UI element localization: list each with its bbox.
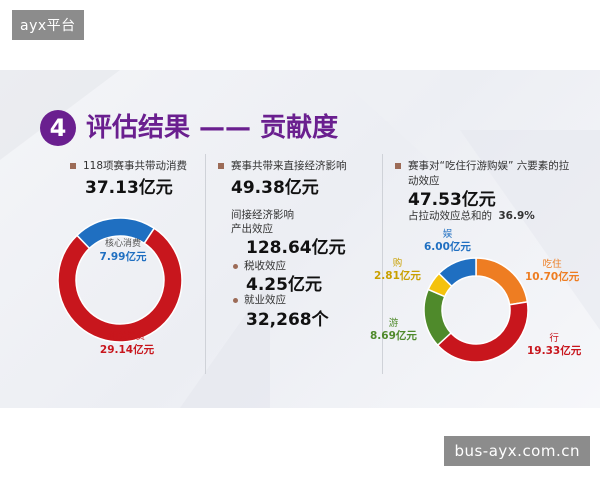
column-divider [205,154,206,374]
six-elements-total: 47.53亿元 [408,190,496,210]
direct-impact-value: 49.38亿元 [231,178,319,198]
share-value: 36.9% [498,210,535,222]
share-text: 占拉动效应总和的 [408,210,492,222]
label-shop: 购 2.81亿元 [374,257,421,283]
label-tour: 游 8.69亿元 [370,317,417,343]
direct-impact-bullet: 赛事共带来直接经济影响 [218,159,347,173]
bg-triangle [330,70,440,170]
section-number: 4 [40,110,76,146]
watermark-top: ayx平台 [12,10,84,40]
label-travel: 行 19.33亿元 [527,332,581,358]
six-elements-bullet: 赛事对“吃住行游购娱” 六要素的拉 [395,159,569,173]
six-elements-donut [423,257,529,363]
output-effect-label: 产出效应 [231,223,273,235]
related-consumption-label: 相关消费 29.14亿元 [92,330,162,357]
label-entertain: 娱 6.00亿元 [424,228,471,254]
six-elements-slice-2 [423,288,453,347]
consumption-total: 37.13亿元 [85,178,173,198]
label-shop-value: 2.81亿元 [374,270,421,282]
label-eat-stay-name: 吃住 [542,259,562,270]
core-consumption-label: 核心消费 7.99亿元 [98,237,148,264]
slide: 4 评估结果 —— 贡献度 118项赛事共带动消费 37.13亿元 核心消费 7… [0,70,600,408]
six-elements-bullet-line2: 动效应 [408,175,440,187]
label-travel-name: 行 [549,333,559,344]
page-title: 评估结果 —— 贡献度 [86,113,339,143]
job-effect-label: 就业效应 [233,292,286,307]
core-consumption-value: 7.99亿元 [99,251,147,263]
consumption-bullet: 118项赛事共带动消费 [70,159,187,173]
label-entertain-name: 娱 [442,229,453,240]
label-eat-stay: 吃住 10.70亿元 [525,258,579,284]
label-eat-stay-value: 10.70亿元 [525,271,580,283]
six-elements-slice-0 [475,257,529,306]
output-effect-value: 128.64亿元 [246,238,346,258]
related-consumption-name: 相关消费 [108,332,145,342]
label-shop-name: 购 [392,258,403,269]
label-tour-name: 游 [388,318,399,329]
six-elements-slice-4 [437,257,477,288]
column-divider [382,154,383,374]
watermark-bottom: bus-ayx.com.cn [444,436,590,466]
job-effect-value: 32,268个 [246,310,329,330]
consumption-slice-1 [57,227,183,343]
tax-effect-value: 4.25亿元 [246,275,322,295]
related-consumption-value: 29.14亿元 [99,344,155,356]
share-of-total: 占拉动效应总和的 36.9% [408,208,535,223]
label-travel-value: 19.33亿元 [527,345,582,357]
six-elements-slice-1 [436,301,529,363]
tax-effect-label: 税收效应 [233,258,286,273]
label-tour-value: 8.69亿元 [370,330,417,342]
label-entertain-value: 6.00亿元 [424,241,471,253]
indirect-impact-title: 间接经济影响 [231,209,294,221]
core-consumption-name: 核心消费 [104,239,141,249]
consumption-donut [57,217,183,343]
